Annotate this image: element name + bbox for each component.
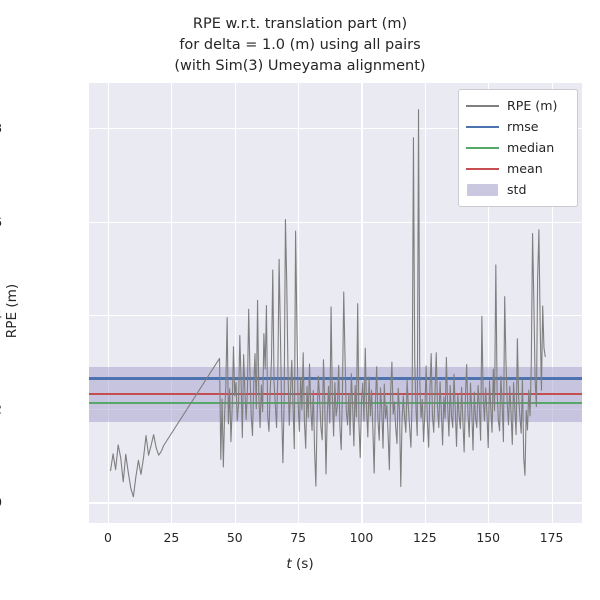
legend-entry: std (466, 179, 570, 200)
y-tick-label: 0.00 (0, 495, 2, 510)
legend-line-icon (466, 99, 499, 112)
x-tick-label: 175 (539, 530, 564, 545)
legend-line-icon (466, 120, 499, 133)
x-tick-label: 125 (413, 530, 437, 545)
gridline-horizontal (89, 502, 582, 504)
x-tick-label: 100 (349, 530, 374, 545)
y-tick-label: 0.06 (0, 214, 2, 229)
legend-label: std (507, 182, 527, 197)
chart-title: RPE w.r.t. translation part (m) for delt… (174, 16, 426, 74)
gridline-vertical (488, 83, 490, 523)
y-axis-label: RPE (m) (4, 283, 20, 339)
chart-legend: RPE (m) rmse median mean std (458, 89, 578, 207)
legend-label: RPE (m) (507, 98, 558, 113)
y-tick-label: 0.08 (0, 121, 2, 136)
legend-label: rmse (507, 119, 539, 134)
y-tick-label: 0.04 (0, 308, 2, 323)
gridline-vertical (171, 83, 173, 523)
rmse-line (89, 377, 582, 380)
x-tick-label: 150 (476, 530, 501, 545)
gridline-vertical (424, 83, 426, 523)
gridline-vertical (551, 83, 553, 523)
legend-entry: median (466, 137, 570, 158)
legend-label: median (507, 140, 555, 155)
gridline-vertical (234, 83, 236, 523)
x-tick-label: 50 (226, 530, 243, 545)
legend-entry: RPE (m) (466, 95, 570, 116)
x-tick-label: 25 (163, 530, 180, 545)
gridline-vertical (108, 83, 110, 523)
gridline-vertical (298, 83, 300, 523)
y-tick-label: 0.02 (0, 401, 2, 416)
legend-entry: rmse (466, 116, 570, 137)
legend-line-icon (466, 141, 499, 154)
x-tick-label: 75 (290, 530, 306, 545)
gridline-vertical (361, 83, 363, 523)
legend-line-icon (466, 162, 499, 175)
gridline-horizontal (89, 221, 582, 223)
rpe-series (109, 109, 546, 498)
legend-entry: mean (466, 158, 570, 179)
legend-label: mean (507, 161, 543, 176)
x-axis-label: t (s) (286, 556, 314, 572)
gridline-horizontal (89, 315, 582, 317)
legend-patch-icon (466, 183, 499, 196)
gridline-horizontal (89, 128, 582, 130)
x-tick-label: 0 (104, 530, 112, 545)
